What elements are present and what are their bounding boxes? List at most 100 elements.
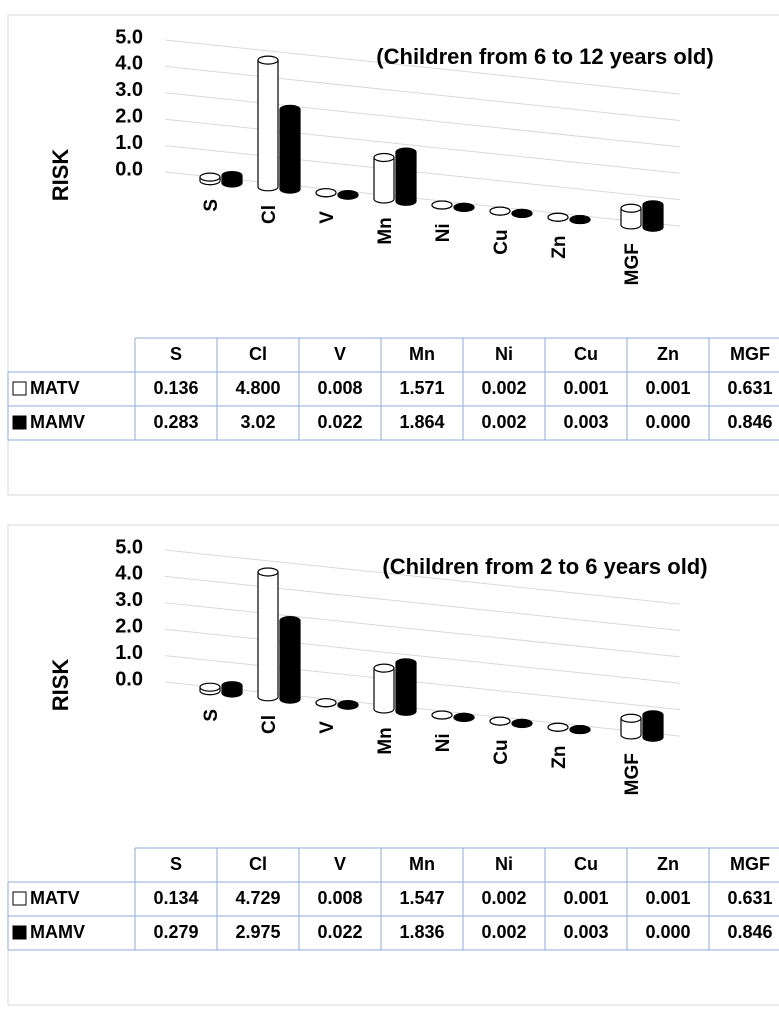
bar-part	[643, 714, 663, 738]
y-tick-label: 5.0	[115, 26, 143, 48]
table-cell: 1.571	[399, 378, 444, 398]
table-cell: 0.000	[645, 412, 690, 432]
table-cell: 0.000	[645, 922, 690, 942]
bar-part	[279, 104, 301, 114]
table-cell: 0.003	[563, 922, 608, 942]
bar	[453, 202, 475, 212]
bar-part	[620, 713, 642, 723]
legend-label: MAMV	[30, 412, 85, 432]
x-tick-label: Zn	[549, 235, 570, 258]
grid-line	[164, 602, 681, 658]
x-tick-label: V	[317, 721, 338, 734]
bar-part	[221, 170, 243, 181]
table-header: Ni	[495, 344, 513, 364]
bar-part	[374, 157, 394, 199]
bar-part	[280, 620, 300, 700]
bar-part	[569, 214, 591, 225]
table-header: Mn	[409, 854, 435, 874]
legend-label: MATV	[30, 378, 80, 398]
table-header: S	[170, 344, 182, 364]
x-tick-label: Ni	[433, 223, 454, 242]
bar	[315, 698, 337, 708]
grid-line	[164, 145, 681, 201]
x-tick-label: Zn	[549, 745, 570, 768]
y-tick-label: 4.0	[115, 563, 143, 585]
panel-border	[7, 524, 779, 1006]
table-header: MGF	[730, 344, 770, 364]
grid-line	[164, 118, 681, 174]
legend-key	[12, 925, 27, 940]
bar-part	[621, 718, 641, 735]
legend-key	[12, 381, 27, 396]
bar-part	[621, 208, 641, 225]
bar	[453, 712, 475, 722]
bar-part	[199, 172, 221, 182]
x-tick-label: S	[201, 199, 222, 212]
chart-title: (Children from 6 to 12 years old)	[376, 44, 713, 69]
table-cell: 0.134	[153, 888, 198, 908]
bar-part	[431, 200, 453, 210]
bar	[642, 200, 664, 232]
table-cell: 0.001	[645, 378, 690, 398]
table-cell: 1.864	[399, 412, 444, 432]
bar	[642, 710, 664, 742]
table-header: MGF	[730, 854, 770, 874]
table-header: Zn	[657, 854, 679, 874]
table-header: Cl	[249, 854, 267, 874]
grid-line	[164, 575, 681, 631]
bar	[337, 190, 359, 200]
bar-part	[337, 190, 359, 200]
table-cell: 0.022	[317, 412, 362, 432]
table-cell: 0.279	[153, 922, 198, 942]
table-cell: 4.729	[235, 888, 280, 908]
bar-part	[257, 55, 279, 65]
x-tick-label: S	[201, 709, 222, 722]
bar-part	[453, 202, 475, 212]
bar-part	[569, 724, 591, 735]
table-cell: 0.846	[727, 922, 772, 942]
table-header: Zn	[657, 344, 679, 364]
table-cell: 0.631	[727, 378, 772, 398]
y-tick-label: 4.0	[115, 53, 143, 75]
legend-label: MATV	[30, 888, 80, 908]
bar	[511, 208, 533, 219]
bar-part	[337, 700, 359, 710]
legend-label: MAMV	[30, 922, 85, 942]
x-tick-label: Ni	[433, 733, 454, 752]
x-tick-label: Cl	[259, 205, 280, 224]
table-cell: 0.003	[563, 412, 608, 432]
x-tick-label: Cl	[259, 715, 280, 734]
bar-part	[280, 109, 300, 190]
bar-part	[547, 212, 569, 222]
bar	[279, 615, 301, 704]
bar	[547, 722, 569, 732]
chart-title: (Children from 2 to 6 years old)	[382, 554, 707, 579]
y-tick-label: 2.0	[115, 105, 143, 127]
bar-part	[374, 668, 394, 709]
bar-part	[453, 712, 475, 722]
grid-line	[164, 655, 681, 711]
x-tick-label: Cu	[491, 229, 512, 254]
table-header: Mn	[409, 344, 435, 364]
bar	[569, 724, 591, 735]
bar	[395, 658, 417, 716]
bar-part	[373, 663, 395, 673]
table-cell: 0.002	[481, 378, 526, 398]
table-cell: 4.800	[235, 378, 280, 398]
bar-part	[257, 567, 279, 577]
bar-part	[620, 203, 642, 213]
bar	[337, 700, 359, 710]
bar	[199, 682, 221, 696]
table-cell: 0.002	[481, 888, 526, 908]
table-header: S	[170, 854, 182, 874]
table-header: Ni	[495, 854, 513, 874]
legend-key	[12, 415, 27, 430]
grid-line	[164, 628, 681, 684]
table-cell: 2.975	[235, 922, 280, 942]
bar	[257, 567, 279, 702]
bar-part	[315, 188, 337, 198]
grid-line	[164, 39, 681, 95]
bar-part	[489, 206, 511, 216]
y-tick-label: 0.0	[115, 668, 143, 690]
bar	[431, 200, 453, 210]
